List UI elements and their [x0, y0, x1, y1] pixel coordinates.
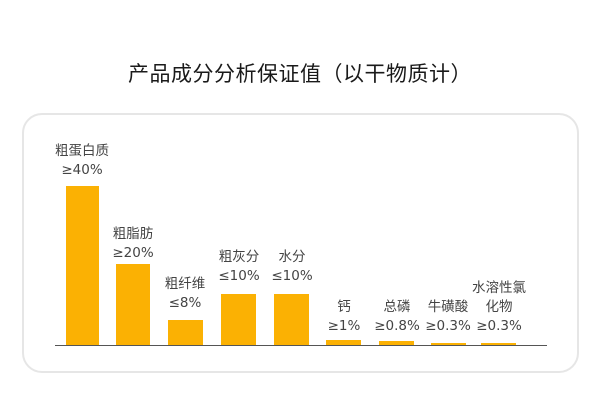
label-crude-fiber: 粗纤维 ≤8% — [152, 275, 218, 313]
label-value: ≥40% — [61, 162, 103, 178]
label-name: 化物 — [485, 299, 513, 315]
bar-crude-fiber — [168, 320, 203, 345]
label-crude-ash: 粗灰分 ≤10% — [204, 248, 274, 286]
chart-title: 产品成分分析保证值（以干物质计） — [128, 62, 472, 86]
label-name: 粗蛋白质 — [55, 143, 109, 159]
label-name: 粗脂肪 — [112, 226, 154, 242]
label-value: ≤8% — [168, 295, 202, 311]
label-value: ≤10% — [271, 268, 313, 284]
bar-taurine — [431, 343, 466, 345]
label-name: 总磷 — [383, 299, 411, 315]
label-name: 水分 — [278, 249, 306, 265]
label-total-phosphorus: 总磷 ≥0.8% — [363, 298, 431, 336]
label-name: 钙 — [337, 299, 351, 315]
label-crude-fat: 粗脂肪 ≥20% — [100, 225, 166, 263]
label-name: 水溶性氯 — [472, 280, 526, 296]
label-value: ≥20% — [112, 245, 154, 261]
bar-water-soluble-chloride — [481, 343, 516, 345]
label-value: ≥0.8% — [374, 318, 420, 334]
label-calcium: 钙 ≥1% — [312, 298, 376, 336]
label-crude-protein: 粗蛋白质 ≥40% — [46, 142, 118, 180]
bar-total-phosphorus — [379, 341, 414, 345]
label-name: 粗纤维 — [164, 276, 206, 292]
label-taurine: 牛磺酸 ≥0.3% — [414, 298, 482, 336]
label-name: 牛磺酸 — [427, 299, 469, 315]
label-value: ≥1% — [327, 318, 361, 334]
bar-moisture — [274, 294, 309, 345]
label-value: ≥0.3% — [425, 318, 471, 334]
label-name: 粗灰分 — [218, 249, 260, 265]
bar-calcium — [326, 340, 361, 345]
x-axis-line — [55, 345, 547, 346]
bar-crude-protein — [66, 186, 99, 345]
bar-crude-fat — [116, 264, 150, 345]
label-value: ≤10% — [218, 268, 260, 284]
label-water-soluble-chloride: 水溶性氯 化物 ≥0.3% — [462, 279, 536, 336]
label-value: ≥0.3% — [476, 318, 522, 334]
bar-crude-ash — [221, 294, 256, 345]
label-moisture: 水分 ≤10% — [257, 248, 327, 286]
